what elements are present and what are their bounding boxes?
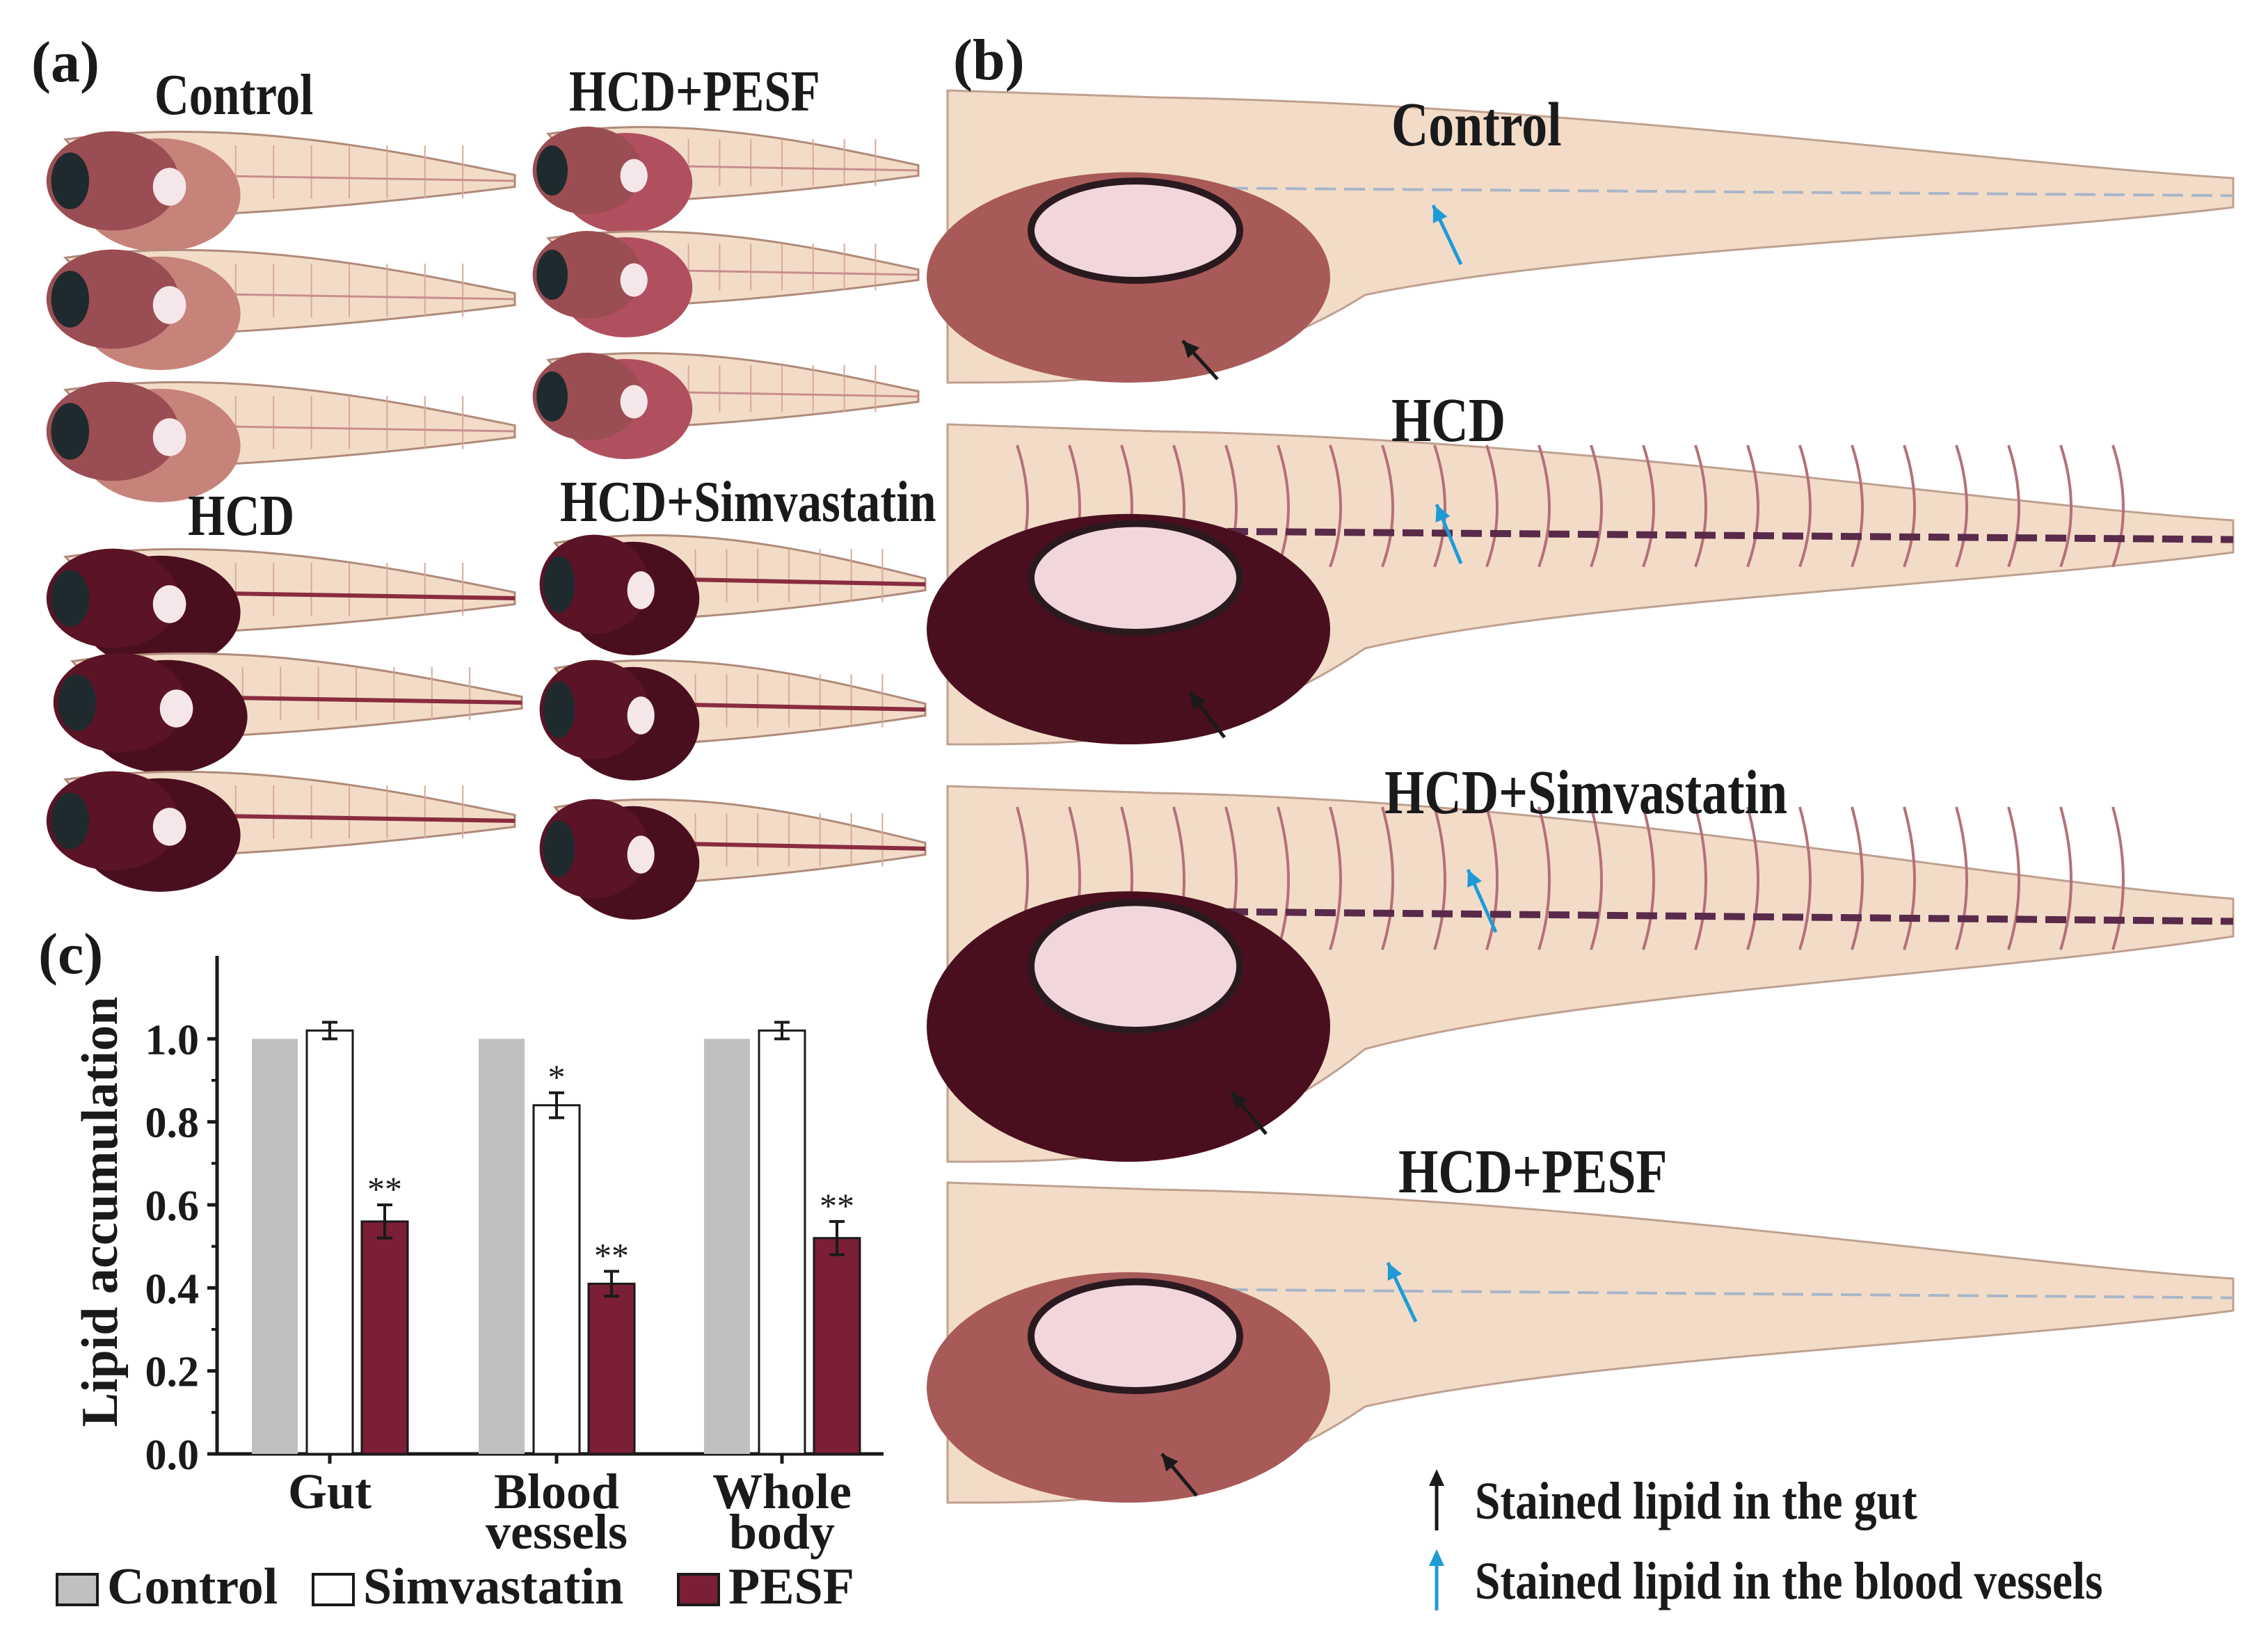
larva-a-hcd-3 [46, 770, 516, 892]
legend-blue-arrow-icon [1429, 1549, 1444, 1610]
larva-b-hcd [927, 423, 2235, 746]
panel-a-title-control: Control [154, 63, 314, 127]
bar-simvastatin-1 [532, 1104, 581, 1455]
x-category-label-2-0: Whole [712, 1464, 852, 1519]
significance-pesf-0: ** [367, 1169, 402, 1208]
legend-label-pesf: PESF [728, 1558, 854, 1615]
y-tick-label-3: 0.6 [145, 1183, 200, 1230]
legend-swatch-pesf [677, 1573, 720, 1606]
bar-simvastatin-2 [758, 1029, 806, 1455]
x-category-label-2-1: body [729, 1504, 835, 1560]
significance-simvastatin-1: * [548, 1057, 566, 1096]
panel-a-title-hcd-simvastatin: HCD+Simvastatin [560, 470, 936, 534]
larva-a-hcd-pesf-1 [532, 126, 920, 233]
legend-label-simvastatin: Simvastatin [363, 1558, 623, 1615]
larva-a-hcd-simvastatin-1 [539, 534, 927, 656]
vessel-arrow-icon-2 [1435, 504, 1463, 564]
larva-a-hcd-pesf-2 [532, 230, 920, 337]
panel-b-title-hcd: HCD [1391, 386, 1506, 455]
legend-vessel-lipid: Stained lipid in the blood vessels [1475, 1552, 2103, 1610]
larva-a-hcd-simvastatin-2 [539, 659, 927, 781]
panel-b-title-hcd-simvastatin: HCD+Simvastatin [1384, 758, 1788, 827]
bar-control-1 [479, 1039, 525, 1454]
larva-b-hcd-simvastatin [927, 785, 2235, 1163]
x-category-label-1-1: vessels [486, 1504, 628, 1560]
larva-a-hcd-simvastatin-3 [539, 798, 927, 920]
legend-gut-lipid: Stained lipid in the gut [1475, 1472, 1917, 1530]
legend-swatch-control [56, 1573, 99, 1606]
bar-control-2 [704, 1039, 750, 1454]
bar-pesf-0 [360, 1220, 409, 1455]
y-tick-label-1: 0.2 [145, 1349, 200, 1396]
x-category-label-1-0: Blood [494, 1464, 619, 1519]
legend-swatch-simvastatin [312, 1573, 355, 1606]
panel-b-title-hcd-pesf: HCD+PESF [1398, 1137, 1668, 1206]
panel-c-letter: (c) [38, 922, 104, 986]
panel-b-letter: (b) [953, 28, 1025, 93]
panel-b-title-control: Control [1391, 90, 1562, 159]
gut-arrow-icon-2 [1188, 691, 1226, 739]
bar-pesf-1 [587, 1282, 636, 1455]
significance-pesf-2: ** [820, 1186, 854, 1225]
panel-a-title-hcd: HCD [188, 483, 295, 548]
legend-black-arrow-icon [1429, 1469, 1444, 1530]
panel-a-letter: (a) [31, 30, 99, 95]
larva-a-hcd-pesf-3 [532, 352, 920, 459]
larva-a-control-2 [46, 248, 516, 370]
vessel-arrow-icon-3 [1466, 868, 1498, 934]
larva-a-control-3 [46, 381, 516, 503]
significance-pesf-1: ** [594, 1235, 629, 1274]
y-tick-label-4: 0.8 [145, 1100, 200, 1147]
y-tick-label-2: 0.4 [145, 1265, 200, 1313]
bar-pesf-2 [813, 1237, 861, 1455]
larva-a-hcd-2 [53, 652, 523, 774]
y-tick-label-5: 1.0 [145, 1016, 200, 1064]
panel-a-larvae-images [46, 126, 927, 920]
vessel-arrow-icon-4 [1386, 1261, 1418, 1323]
bar-control-0 [252, 1039, 298, 1454]
panel-a-title-hcd-pesf: HCD+PESF [569, 59, 820, 124]
bar-simvastatin-0 [305, 1029, 354, 1455]
larva-b-control [927, 89, 2235, 384]
larva-a-hcd-1 [46, 547, 516, 670]
larva-a-control-1 [46, 130, 516, 252]
x-category-label-0-0: Gut [288, 1464, 372, 1519]
y-axis-title: Lipid accumulation [72, 997, 129, 1427]
larva-b-hcd-pesf [927, 1181, 2235, 1504]
vessel-arrow-icon-1 [1431, 204, 1463, 266]
y-tick-label-0: 0.0 [145, 1432, 200, 1479]
gut-arrow-icon-1 [1181, 339, 1219, 381]
gut-arrow-icon-3 [1230, 1091, 1268, 1135]
gut-arrow-icon-4 [1160, 1453, 1198, 1497]
legend-label-control: Control [107, 1558, 278, 1615]
